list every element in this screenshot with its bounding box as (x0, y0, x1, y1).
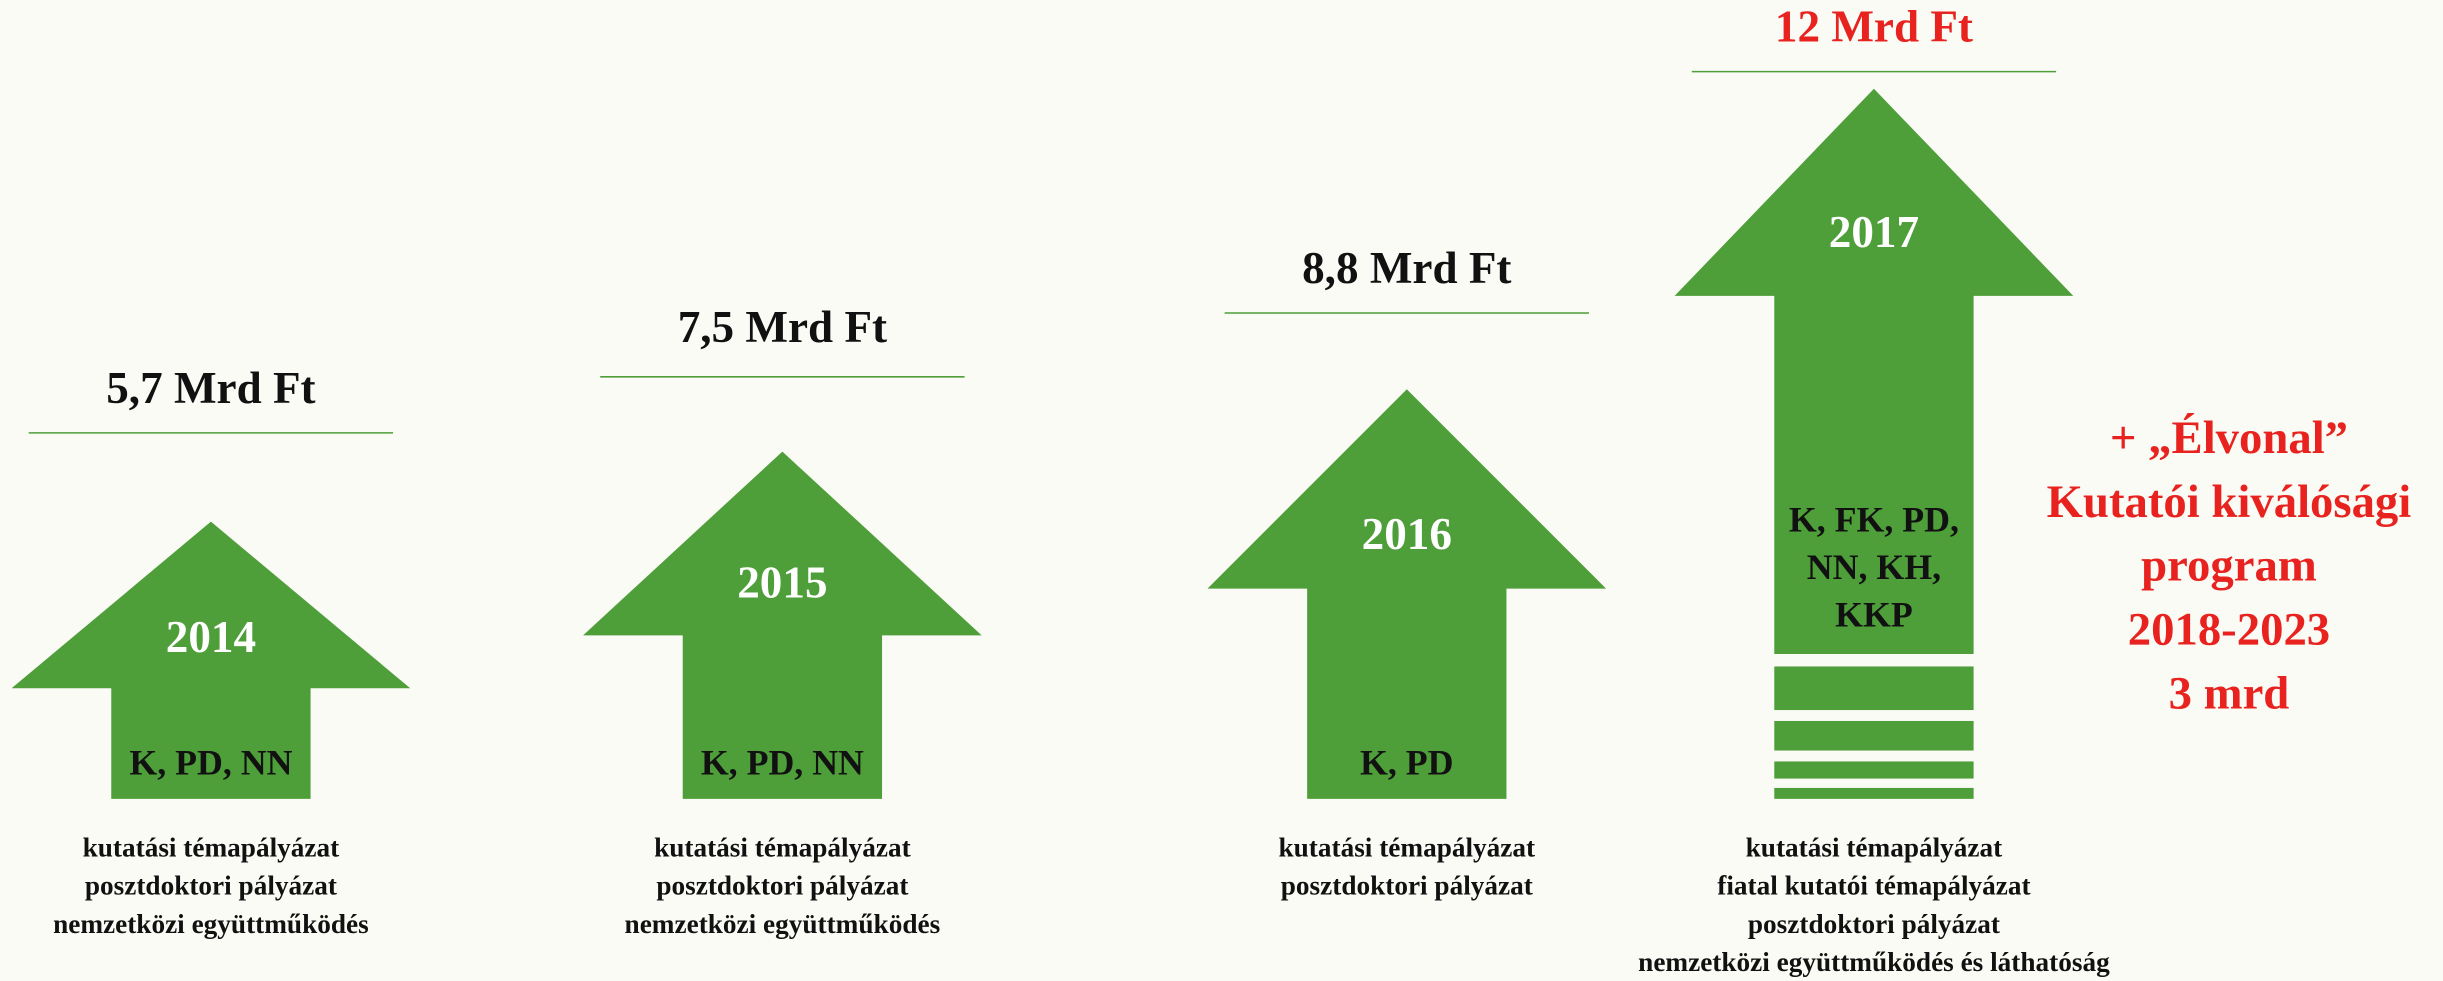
codes: KKP (1835, 594, 1913, 634)
year: 2017 (1829, 207, 1919, 257)
amount: 7,5 Mrd Ft (678, 302, 887, 352)
side-note: Kutatói kiválósági (2047, 476, 2412, 528)
arrow (1674, 88, 2074, 799)
year: 2016 (1362, 509, 1452, 559)
side-note: 3 mrd (2169, 667, 2290, 719)
description: fiatal kutatói témapályázat (1717, 871, 2030, 901)
description: kutatási témapályázat (654, 832, 911, 862)
codes: K, PD, NN (129, 742, 292, 782)
description: kutatási témapályázat (1746, 832, 2003, 862)
codes: NN, KH, (1807, 547, 1941, 587)
arrow-stripe (1771, 710, 1977, 721)
description: posztdoktori pályázat (1281, 871, 1533, 901)
arrow-stripe (1771, 654, 1977, 667)
description: nemzetközi együttműködés és láthatóság (1638, 947, 2110, 977)
description: nemzetközi együttműködés (53, 909, 369, 939)
codes: K, FK, PD, (1789, 499, 1959, 539)
year: 2014 (166, 612, 256, 662)
amount: 8,8 Mrd Ft (1302, 243, 1511, 293)
side-note: + „Élvonal” (2110, 412, 2348, 464)
arrow-stripe (1771, 778, 1977, 788)
amount: 5,7 Mrd Ft (106, 363, 315, 413)
side-note: program (2141, 540, 2317, 592)
codes: K, PD (1360, 742, 1453, 782)
amount: 12 Mrd Ft (1775, 2, 1973, 52)
description: posztdoktori pályázat (656, 871, 908, 901)
description: kutatási témapályázat (83, 832, 340, 862)
description: posztdoktori pályázat (85, 871, 337, 901)
arrow (583, 451, 982, 799)
description: posztdoktori pályázat (1748, 909, 2000, 939)
side-note: 2018-2023 (2128, 603, 2330, 655)
arrow-stripe (1771, 750, 1977, 762)
codes: K, PD, NN (701, 742, 864, 782)
description: nemzetközi együttműködés (625, 909, 941, 939)
arrow (1207, 389, 1607, 799)
year: 2015 (737, 557, 827, 607)
description: kutatási témapályázat (1279, 832, 1536, 862)
